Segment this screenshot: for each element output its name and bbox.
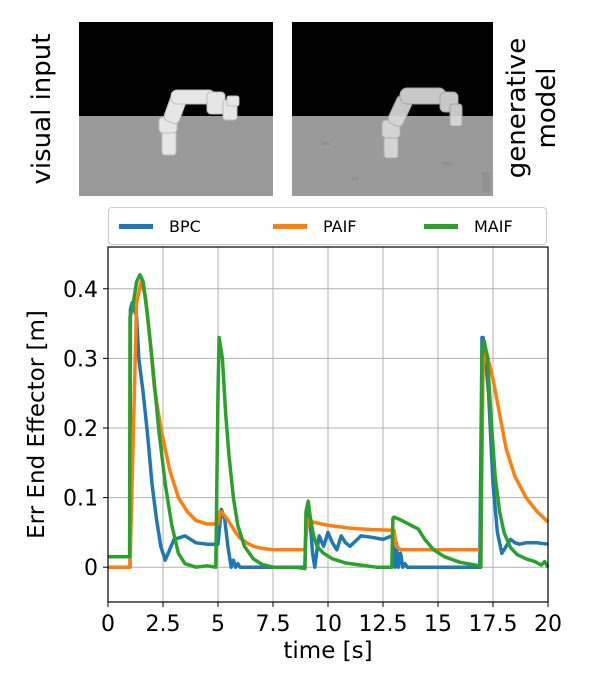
x-tick-label: 5 <box>211 612 225 637</box>
y-tick-label: 0 <box>84 556 98 581</box>
y-axis-label: Err End Effector [m] <box>24 310 50 539</box>
legend-item-paif: PAIF <box>273 208 357 244</box>
legend-label-maif: MAIF <box>474 216 513 236</box>
tick-layer: 0 2.5 5 7.5 10 12.5 15 17.5 20 0 0.1 0.2 0.3 0.4 <box>63 278 562 637</box>
generative-model-caption-wrap: generative model <box>502 38 562 178</box>
legend-item-maif: MAIF <box>424 208 513 244</box>
legend-swatch-bpc <box>119 223 153 229</box>
legend-label-bpc: BPC <box>169 216 201 236</box>
chart-legend: BPC PAIF MAIF <box>108 207 547 245</box>
generative-model-caption-line1: generative <box>502 37 532 179</box>
y-tick-label: 0.2 <box>63 417 98 442</box>
series-layer <box>108 273 550 571</box>
x-axis-label: time [s] <box>283 638 372 664</box>
legend-item-bpc: BPC <box>119 208 201 244</box>
y-tick-label: 0.3 <box>63 347 98 372</box>
visual-input-image <box>79 22 273 196</box>
x-tick-label: 12.5 <box>359 612 408 637</box>
x-tick-label: 17.5 <box>469 612 518 637</box>
series-line-bpc <box>108 300 549 569</box>
x-tick-label: 0 <box>101 612 115 637</box>
x-tick-label: 20 <box>534 612 562 637</box>
legend-swatch-paif <box>273 223 307 229</box>
robot-arm-drawing <box>158 89 240 156</box>
error-line-chart: 0 2.5 5 7.5 10 12.5 15 17.5 20 0 0.1 0.2 0.3 0.4 time… <box>24 246 562 664</box>
legend-label-paif: PAIF <box>323 216 357 236</box>
y-tick-label: 0.1 <box>63 487 98 512</box>
x-tick-label: 7.5 <box>256 612 291 637</box>
y-tick-label: 0.4 <box>63 278 98 303</box>
generative-model-caption-line2: model <box>532 67 562 149</box>
visual-input-caption-text: visual input <box>27 33 57 185</box>
robot-arm-reconstruction <box>322 87 490 192</box>
x-tick-label: 2.5 <box>146 612 181 637</box>
x-tick-label: 10 <box>314 612 342 637</box>
generative-model-image <box>292 22 493 196</box>
legend-swatch-maif <box>424 223 458 229</box>
series-line-maif <box>108 273 550 571</box>
x-tick-label: 15 <box>424 612 452 637</box>
